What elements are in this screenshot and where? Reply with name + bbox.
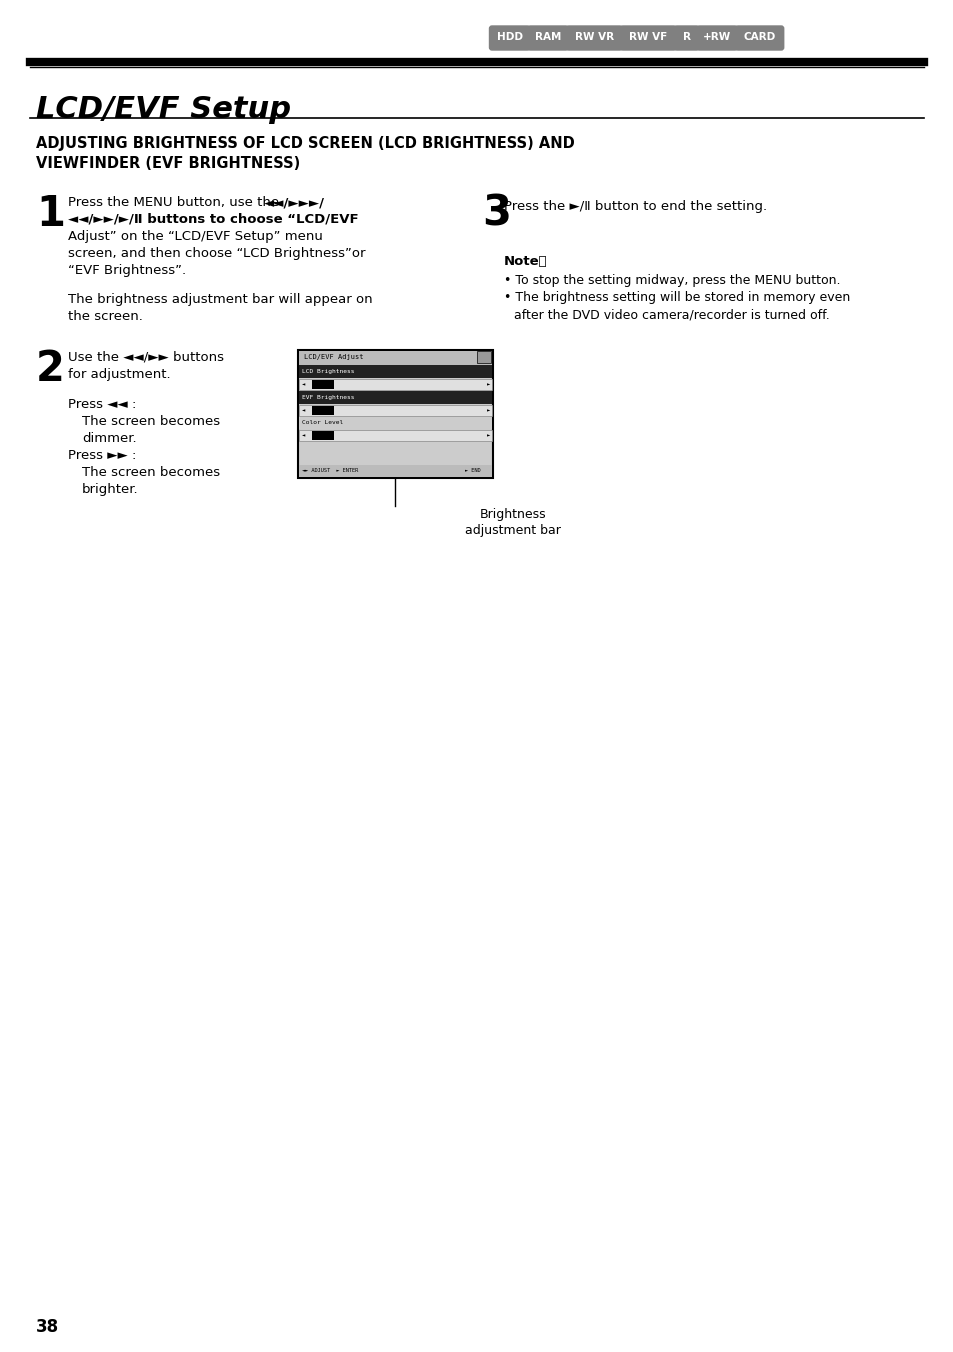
Text: “EVF Brightness”.: “EVF Brightness”. — [68, 264, 186, 277]
Text: 3: 3 — [481, 193, 511, 235]
Bar — [298, 379, 492, 389]
Text: screen, and then choose “LCD Brightness”or: screen, and then choose “LCD Brightness”… — [68, 247, 365, 260]
Text: • The brightness setting will be stored in memory even: • The brightness setting will be stored … — [503, 291, 849, 304]
Bar — [298, 465, 492, 477]
Text: Press the ►/Ⅱ button to end the setting.: Press the ►/Ⅱ button to end the setting. — [503, 200, 766, 214]
Bar — [298, 352, 492, 365]
Text: ◄: ◄ — [302, 408, 305, 412]
Text: Use the ◄◄/►► buttons: Use the ◄◄/►► buttons — [68, 352, 224, 364]
Bar — [298, 365, 492, 379]
Text: dimmer.: dimmer. — [82, 433, 136, 445]
FancyBboxPatch shape — [489, 26, 529, 50]
FancyBboxPatch shape — [697, 26, 737, 50]
Text: ◄► ADJUST  ► ENTER: ◄► ADJUST ► ENTER — [302, 469, 358, 473]
Text: The screen becomes: The screen becomes — [82, 466, 220, 479]
Bar — [298, 416, 492, 429]
Text: +RW: +RW — [702, 32, 731, 42]
Text: R: R — [682, 32, 690, 42]
Text: ◄: ◄ — [302, 383, 305, 387]
Text: CARD: CARD — [742, 32, 775, 42]
Text: The screen becomes: The screen becomes — [82, 415, 220, 429]
FancyBboxPatch shape — [674, 26, 699, 50]
Text: The brightness adjustment bar will appear on: The brightness adjustment bar will appea… — [68, 293, 373, 306]
Text: LCD Brightness: LCD Brightness — [302, 369, 355, 375]
Bar — [312, 431, 334, 439]
Text: 2: 2 — [36, 347, 65, 389]
Text: for adjustment.: for adjustment. — [68, 368, 171, 381]
Text: 38: 38 — [36, 1318, 59, 1336]
Text: Note：: Note： — [503, 256, 547, 268]
Bar — [298, 391, 492, 404]
FancyBboxPatch shape — [735, 26, 782, 50]
Text: Color Level: Color Level — [302, 420, 343, 426]
Text: ►: ► — [486, 408, 490, 412]
Text: ◄◄/►►/►/Ⅱ buttons to choose “LCD/EVF: ◄◄/►►/►/Ⅱ buttons to choose “LCD/EVF — [68, 214, 358, 226]
Text: ► END: ► END — [464, 469, 480, 473]
Text: Press the MENU button, use the: Press the MENU button, use the — [68, 196, 283, 210]
Text: the screen.: the screen. — [68, 310, 143, 323]
FancyBboxPatch shape — [527, 26, 568, 50]
Bar — [476, 352, 491, 362]
Text: Press ◄◄ :: Press ◄◄ : — [68, 397, 136, 411]
Text: RAM: RAM — [535, 32, 560, 42]
Bar — [297, 350, 493, 479]
Text: adjustment bar: adjustment bar — [464, 525, 560, 537]
Text: LCD/EVF Adjust: LCD/EVF Adjust — [304, 354, 363, 360]
Text: brighter.: brighter. — [82, 483, 138, 496]
Text: ADJUSTING BRIGHTNESS OF LCD SCREEN (LCD BRIGHTNESS) AND: ADJUSTING BRIGHTNESS OF LCD SCREEN (LCD … — [36, 137, 574, 151]
FancyBboxPatch shape — [566, 26, 621, 50]
Text: • To stop the setting midway, press the MENU button.: • To stop the setting midway, press the … — [503, 274, 840, 287]
Text: RW VF: RW VF — [629, 32, 667, 42]
Text: ►: ► — [486, 433, 490, 438]
Bar — [298, 406, 492, 416]
FancyBboxPatch shape — [619, 26, 676, 50]
Text: Press ►► :: Press ►► : — [68, 449, 136, 462]
Text: VIEWFINDER (EVF BRIGHTNESS): VIEWFINDER (EVF BRIGHTNESS) — [36, 155, 300, 170]
Text: Brightness: Brightness — [479, 508, 546, 521]
Bar — [312, 406, 334, 415]
Text: 1: 1 — [36, 193, 65, 235]
Text: RW VR: RW VR — [574, 32, 613, 42]
Text: ◄: ◄ — [302, 433, 305, 438]
Bar — [298, 430, 492, 441]
Text: ►: ► — [486, 383, 490, 387]
Text: ◄◄/►►►/: ◄◄/►►►/ — [264, 196, 325, 210]
Text: LCD/EVF Setup: LCD/EVF Setup — [36, 95, 291, 124]
Bar — [312, 380, 334, 389]
Text: after the DVD video camera/recorder is turned off.: after the DVD video camera/recorder is t… — [514, 308, 829, 320]
Text: Adjust” on the “LCD/EVF Setup” menu: Adjust” on the “LCD/EVF Setup” menu — [68, 230, 322, 243]
Text: EVF Brightness: EVF Brightness — [302, 395, 355, 400]
Text: HDD: HDD — [497, 32, 522, 42]
